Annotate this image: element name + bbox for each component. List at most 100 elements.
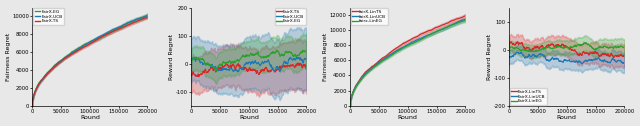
Line: fairX-LinTS: fairX-LinTS [350,16,465,106]
FairX-EG [243,56,251,57]
FairX-EG [300,51,308,52]
FairX-TS [303,67,310,68]
FairX-LinUCB [560,59,568,60]
FairX-UCB [141,16,148,17]
FairX-EG [123,23,131,24]
FairX-LinTS [507,41,515,42]
Y-axis label: Fairness Regret: Fairness Regret [6,32,10,81]
FairX-UCB [300,59,308,60]
X-axis label: Round: Round [239,115,259,120]
fairX-LinTS [401,42,409,44]
FairX-EG [212,70,220,72]
fairX-LinUCB [415,38,422,40]
fairx-LinEG [409,43,417,44]
FairX-TS [83,45,91,46]
Legend: FairX-LinTS, FairX-LinUCB, FairX-LinEG: FairX-LinTS, FairX-LinUCB, FairX-LinEG [510,88,547,105]
FairX-TS [123,25,131,26]
FairX-LinUCB [514,52,522,53]
FairX-LinUCB [506,57,513,59]
FairX-LinEG [568,47,575,48]
FairX-EG [91,39,99,40]
fairx-LinEG [402,46,410,47]
FairX-TS [141,17,148,19]
FairX-LinUCB [618,61,626,63]
FairX-TS [195,76,203,77]
FairX-EG [83,43,91,44]
FairX-EG [97,36,105,38]
FairX-TS [250,68,258,70]
FairX-UCB [243,62,251,64]
FairX-UCB [83,43,91,44]
Line: FairX-EG: FairX-EG [32,15,147,106]
Legend: FairX-TS, FairX-UCB, FairX-EG: FairX-TS, FairX-UCB, FairX-EG [275,8,305,25]
FairX-TS [28,105,36,106]
FairX-UCB [250,62,258,63]
FairX-LinUCB [620,63,628,64]
fairX-LinTS [402,42,410,43]
FairX-EG [282,51,290,53]
FairX-LinTS [600,53,607,55]
Y-axis label: Reward Regret: Reward Regret [170,34,174,80]
FairX-EG [143,14,151,16]
FairX-EG [28,105,36,106]
FairX-UCB [28,105,36,106]
FairX-UCB [303,57,310,59]
FairX-LinEG [620,47,628,49]
Y-axis label: Reward Regret: Reward Regret [487,34,492,80]
Y-axis label: Fairness Regret: Fairness Regret [323,32,328,81]
FairX-UCB [84,43,92,44]
fairX-LinUCB [409,41,417,43]
FairX-EG [188,59,195,61]
Line: FairX-LinEG: FairX-LinEG [509,43,624,52]
Line: FairX-EG: FairX-EG [191,50,307,71]
FairX-LinEG [582,42,590,43]
FairX-TS [143,16,151,18]
FairX-UCB [282,62,290,64]
Line: FairX-LinTS: FairX-LinTS [509,42,624,58]
FairX-LinUCB [561,59,568,60]
FairX-TS [294,62,302,64]
FairX-TS [97,37,105,38]
FairX-TS [256,72,264,73]
FairX-TS [91,40,99,42]
FairX-LinTS [568,50,575,51]
FairX-TS [188,74,195,76]
FairX-UCB [143,15,151,16]
fairX-LinUCB [459,19,467,21]
FairX-LinTS [561,45,568,47]
fairX-LinUCB [441,27,449,29]
Line: FairX-UCB: FairX-UCB [191,57,307,72]
FairX-TS [84,44,92,46]
fairx-LinEG [401,46,409,48]
FairX-EG [303,49,310,50]
FairX-LinTS [610,57,618,58]
FairX-LinEG [600,45,608,47]
Line: FairX-TS: FairX-TS [32,17,147,106]
FairX-LinEG [618,46,626,47]
FairX-EG [141,16,148,18]
fairx-LinEG [346,105,354,106]
FairX-LinEG [506,46,513,47]
FairX-LinEG [561,47,568,49]
fairx-LinEG [441,27,449,29]
fairX-LinUCB [461,18,469,20]
fairX-LinTS [441,23,449,25]
FairX-EG [243,54,250,55]
FairX-LinTS [618,55,626,57]
fairx-LinEG [415,40,422,41]
Legend: fairX-LinTS, fairX-LinUCB, fairx-LinEG: fairX-LinTS, fairX-LinUCB, fairx-LinEG [351,8,388,25]
FairX-UCB [97,35,105,37]
FairX-TS [300,64,308,65]
Line: FairX-UCB: FairX-UCB [32,15,147,106]
FairX-LinUCB [574,62,582,64]
X-axis label: Round: Round [398,115,418,120]
FairX-LinUCB [568,61,575,62]
X-axis label: Round: Round [557,115,577,120]
FairX-UCB [256,65,264,66]
FairX-EG [84,43,92,44]
fairx-LinEG [461,20,469,21]
FairX-LinUCB [579,63,586,65]
fairX-LinUCB [401,45,409,47]
FairX-LinTS [506,44,513,45]
FairX-LinEG [560,47,568,48]
